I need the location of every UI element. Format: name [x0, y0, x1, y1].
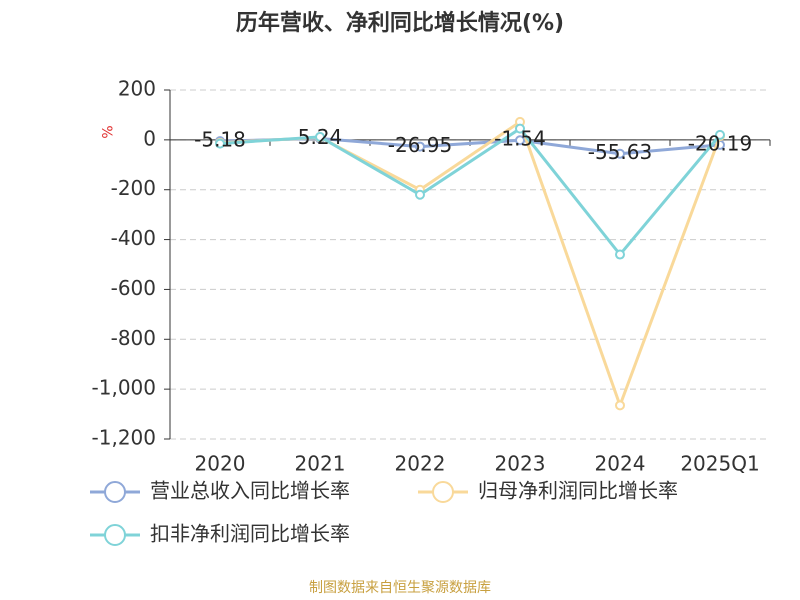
legend-label: 扣非净利润同比增长率 [150, 522, 350, 546]
y-tick-label: 200 [118, 77, 156, 101]
data-point [415, 141, 425, 152]
data-label: -1.54 [494, 127, 546, 151]
x-tick-label: 2022 [395, 452, 446, 476]
x-tick-label: 2020 [195, 452, 246, 476]
series-line [219, 126, 722, 257]
y-tick-label: -1,200 [92, 426, 156, 450]
legend-label: 归母净利润同比增长率 [478, 479, 678, 503]
chart-title: 历年营收、净利同比增长情况(%) [236, 10, 564, 36]
data-point [615, 400, 625, 411]
legend-marker [104, 524, 126, 546]
series-line [219, 119, 722, 410]
data-label: -55.63 [588, 140, 652, 164]
y-tick-label: -400 [111, 226, 156, 250]
legend-label: 营业总收入同比增长率 [150, 479, 350, 503]
y-tick-label: -800 [111, 326, 156, 350]
data-point [715, 129, 725, 140]
x-tick-label: 2021 [295, 452, 346, 476]
data-point [415, 189, 425, 200]
data-point [515, 135, 525, 146]
x-tick-label: 2023 [495, 452, 546, 476]
data-point [515, 123, 525, 134]
data-point [615, 249, 625, 260]
legend-marker [104, 481, 126, 503]
x-tick-label: 2024 [595, 452, 646, 476]
data-point [315, 131, 325, 142]
y-tick-label: -600 [111, 276, 156, 300]
y-tick-label: -200 [111, 176, 156, 200]
y-axis-label: % [98, 125, 114, 138]
data-point [215, 138, 225, 149]
x-tick-label: 2025Q1 [680, 452, 759, 476]
data-label: -5.18 [194, 128, 246, 152]
data-label: 5.24 [298, 125, 343, 149]
data-label: -20.19 [688, 131, 752, 155]
data-point [615, 148, 625, 159]
y-tick-label: -1,000 [92, 376, 156, 400]
data-label: -26.95 [388, 133, 452, 157]
source: 制图数据来自恒生聚源数据库 [309, 580, 491, 596]
y-tick-label: 0 [143, 126, 156, 150]
legend-marker [432, 481, 454, 503]
